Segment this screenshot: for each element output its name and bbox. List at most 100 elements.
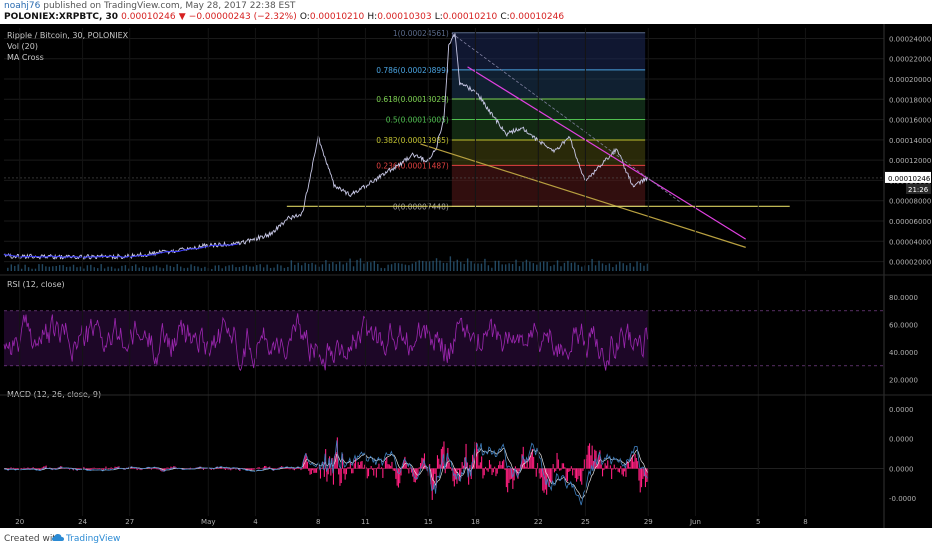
volume-bar	[59, 265, 61, 271]
macd-histogram-bar	[223, 468, 225, 470]
macd-histogram-bar	[306, 461, 308, 469]
volume-bar	[646, 263, 649, 271]
time-tick-label: 24	[78, 518, 87, 526]
volume-bar	[428, 261, 431, 271]
macd-histogram-bar	[292, 468, 294, 470]
volume-bar	[366, 261, 369, 271]
macd-histogram-bar	[621, 468, 623, 475]
macd-histogram-bar	[408, 468, 410, 474]
macd-histogram-bar	[560, 468, 562, 471]
volume-bar	[97, 268, 99, 271]
macd-histogram-bar	[251, 468, 253, 471]
tradingview-link[interactable]: TradingView	[66, 534, 121, 544]
macd-tick-label: 0.0000	[889, 406, 914, 414]
macd-histogram-bar	[499, 461, 501, 469]
macd-histogram-bar	[527, 467, 529, 469]
volume-bar	[231, 264, 234, 271]
macd-histogram-bar	[218, 468, 220, 469]
macd-histogram-bar	[569, 468, 571, 472]
volume-bar	[190, 264, 192, 271]
macd-histogram-bar	[316, 468, 318, 473]
macd-histogram-bar	[231, 468, 233, 470]
price-tick-label: 0.00020000	[889, 76, 931, 84]
macd-histogram-bar	[403, 460, 405, 469]
macd-tick-label: 0.0000	[889, 465, 914, 473]
macd-histogram-bar	[330, 468, 332, 476]
macd-histogram-bar	[189, 467, 191, 469]
macd-histogram-bar	[481, 456, 483, 469]
macd-histogram-bar	[161, 468, 163, 472]
volume-bar	[504, 264, 507, 271]
volume-bar	[14, 265, 16, 271]
author-link[interactable]: noahj76	[4, 1, 41, 11]
macd-histogram-bar	[449, 467, 451, 469]
volume-bar	[276, 264, 279, 271]
macd-histogram-bar	[564, 467, 566, 469]
macd-histogram-bar	[40, 468, 42, 470]
trendline-resistance[interactable]	[467, 66, 747, 240]
fib-level-label: 0.382(0.00013985)	[376, 136, 449, 145]
macd-histogram-bar	[340, 468, 342, 484]
macd-histogram-bar	[638, 468, 640, 481]
macd-histogram-bar	[364, 464, 366, 469]
fib-level-label: 1(0.00024561)	[393, 29, 449, 38]
macd-pane[interactable]: 0.0000 0.0000 0.0000 -0.0000	[3, 406, 916, 506]
volume-bar	[643, 265, 645, 271]
volume-bar	[487, 265, 490, 271]
price-pane[interactable]: 1(0.00024561) 0.786(0.00020899) 0.618(0.00…	[3, 29, 931, 271]
volume-bar	[114, 268, 116, 271]
rsi-pane[interactable]: 80.0000 60.0000 40.0000 20.0000	[3, 294, 918, 385]
macd-histogram-bar	[495, 468, 497, 477]
close-value: 0.00010246	[509, 12, 565, 22]
rsi-tick-label: 20.0000	[889, 377, 918, 385]
main-title: Ripple / Bitcoin, 30, POLONIEX	[7, 31, 129, 40]
macd-histogram-bar	[327, 468, 329, 475]
macd-histogram-bar	[557, 459, 559, 469]
macd-histogram-bar	[83, 466, 85, 469]
macd-histogram-bar	[436, 455, 438, 469]
macd-histogram-bar	[221, 466, 223, 469]
macd-histogram-bar	[526, 459, 528, 469]
volume-bar	[615, 264, 617, 271]
macd-histogram-bar	[629, 467, 631, 469]
macd-histogram-bar	[485, 466, 487, 469]
macd-histogram-bar	[603, 468, 605, 471]
macd-line[interactable]	[3, 440, 648, 506]
macd-histogram-bar	[353, 463, 355, 469]
macd-histogram-bar	[156, 468, 158, 470]
macd-histogram-bar	[357, 462, 359, 469]
countdown-badge	[906, 183, 931, 194]
macd-histogram-bar	[30, 468, 32, 470]
volume-bar	[38, 264, 40, 271]
volume-bar	[556, 260, 559, 271]
macd-histogram-bar	[590, 455, 592, 469]
time-tick-label: 8	[803, 518, 807, 526]
volume-bar	[625, 265, 628, 271]
macd-histogram-bar	[596, 464, 598, 469]
macd-histogram-bar	[262, 467, 264, 469]
rsi-line[interactable]	[3, 313, 648, 372]
volume-bar	[269, 267, 272, 271]
macd-histogram-bar	[11, 468, 13, 470]
volume-bar	[7, 267, 9, 271]
macd-histogram-bar	[468, 468, 470, 485]
macd-histogram-bar	[358, 465, 360, 469]
volume-bar	[574, 262, 576, 271]
trendline-support[interactable]	[420, 143, 746, 248]
macd-histogram-bar	[581, 468, 583, 485]
time-tick-label: 15	[424, 518, 433, 526]
time-tick-label: 18	[471, 518, 480, 526]
volume-bar	[446, 262, 448, 271]
time-axis[interactable]: 20 24 27 May 4 8 11 15 18 22 25 29 Jun 5 8	[0, 28, 932, 528]
macd-histogram-bar	[421, 457, 423, 469]
macd-histogram-bar	[45, 465, 47, 469]
macd-histogram-bar	[595, 450, 597, 469]
macd-histogram-bar	[631, 455, 633, 469]
macd-histogram-bar	[202, 468, 204, 470]
volume-bar	[377, 263, 379, 271]
volume-bar	[135, 264, 137, 271]
chart-canvas[interactable]: 1(0.00024561) 0.786(0.00020899) 0.618(0.00…	[0, 24, 932, 528]
macd-histogram-bar	[531, 448, 533, 469]
macd-histogram-bar	[10, 467, 12, 469]
macd-histogram-bar	[165, 468, 167, 470]
